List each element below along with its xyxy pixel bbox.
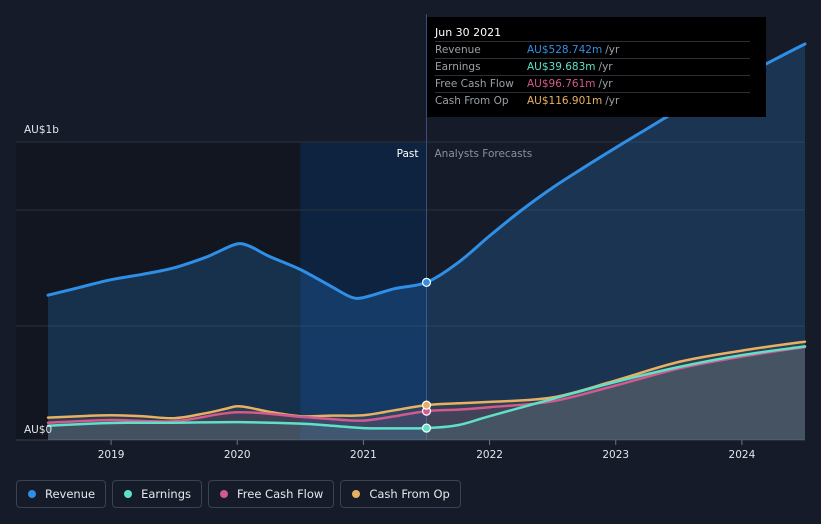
x-tick-label: 2024	[729, 449, 756, 461]
tooltip-unit: /yr	[598, 61, 613, 73]
forecast-label: Analysts Forecasts	[435, 148, 533, 160]
tooltip: Jun 30 2021 Revenue AU$528.742m /yr Earn…	[427, 17, 766, 117]
tooltip-date: Jun 30 2021	[435, 26, 502, 39]
revenue-line	[46, 42, 807, 300]
tooltip-label: Free Cash Flow	[435, 78, 514, 90]
legend: Revenue Earnings Free Cash Flow Cash Fro…	[16, 480, 461, 510]
tooltip-row-free-cash-flow: Free Cash Flow AU$96.761m /yr	[435, 75, 750, 92]
revenue-marker	[421, 277, 432, 287]
revenue-area	[48, 44, 805, 440]
highlight-region	[300, 142, 427, 440]
tooltip-row-cash-from-op: Cash From Op AU$116.901m /yr	[435, 92, 750, 109]
legend-item-cash-from-op[interactable]: Cash From Op	[340, 480, 461, 508]
legend-label: Cash From Op	[369, 487, 450, 501]
x-tick-label: 2022	[476, 449, 503, 461]
earnings-marker	[421, 423, 432, 433]
chart-svg: AU$1b AU$0 2019 2020 2021 2022 2023 2024 Past Ana…	[16, 14, 807, 461]
legend-label: Earnings	[141, 487, 191, 501]
legend-item-revenue[interactable]: Revenue	[16, 480, 107, 508]
legend-label: Revenue	[45, 487, 96, 501]
legend-dot-icon	[124, 490, 133, 498]
tooltip-unit: /yr	[605, 44, 620, 56]
tooltip-row-earnings: Earnings AU$39.683m /yr	[435, 58, 750, 75]
x-tick-label: 2023	[602, 449, 629, 461]
earnings-area	[48, 346, 805, 440]
free-cash-flow-line	[46, 345, 807, 424]
x-tick-label: 2019	[98, 449, 125, 461]
cash-from-op-area	[48, 341, 805, 440]
past-label: Past	[397, 148, 419, 160]
tooltip-label: Revenue	[435, 44, 481, 56]
tooltip-unit: /yr	[598, 78, 613, 90]
legend-item-free-cash-flow[interactable]: Free Cash Flow	[208, 480, 335, 508]
x-tick-label: 2020	[224, 449, 251, 461]
tooltip-value: AU$39.683m	[527, 61, 596, 73]
x-tick-label: 2021	[350, 449, 377, 461]
y-tick-label: AU$0	[24, 424, 52, 436]
legend-label: Free Cash Flow	[237, 487, 324, 501]
tooltip-value: AU$96.761m	[527, 78, 596, 90]
legend-dot-icon	[28, 490, 36, 498]
tooltip-label: Cash From Op	[435, 95, 509, 107]
tooltip-unit: /yr	[605, 95, 620, 107]
y-tick-label: AU$1b	[24, 124, 59, 136]
tooltip-value: AU$116.901m	[527, 95, 603, 107]
tooltip-row-revenue: Revenue AU$528.742m /yr	[435, 41, 750, 58]
legend-dot-icon	[220, 490, 228, 498]
free-cash-flow-area	[48, 347, 805, 440]
tooltip-label: Earnings	[435, 61, 481, 73]
legend-dot-icon	[352, 490, 361, 498]
tooltip-value: AU$528.742m	[527, 44, 603, 56]
legend-item-earnings[interactable]: Earnings	[112, 480, 202, 508]
cash-from-op-marker	[421, 400, 432, 410]
earnings-line	[46, 345, 807, 430]
